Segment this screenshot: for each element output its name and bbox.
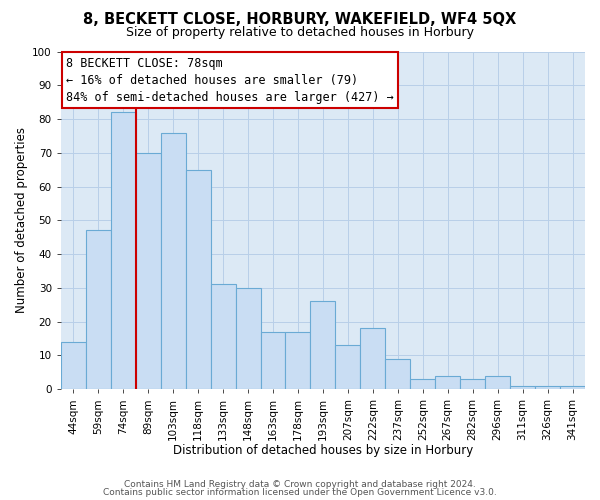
Bar [560, 386, 585, 389]
Bar [236, 288, 260, 389]
Bar [260, 332, 286, 389]
Text: 8 BECKETT CLOSE: 78sqm
← 16% of detached houses are smaller (79)
84% of semi-det: 8 BECKETT CLOSE: 78sqm ← 16% of detached… [66, 56, 394, 104]
Bar [136, 153, 161, 389]
Bar [435, 376, 460, 389]
Bar [510, 386, 535, 389]
Text: Contains public sector information licensed under the Open Government Licence v3: Contains public sector information licen… [103, 488, 497, 497]
Y-axis label: Number of detached properties: Number of detached properties [15, 128, 28, 314]
Bar [535, 386, 560, 389]
Bar [485, 376, 510, 389]
Bar [161, 132, 185, 389]
Bar [361, 328, 385, 389]
Bar [310, 302, 335, 389]
X-axis label: Distribution of detached houses by size in Horbury: Distribution of detached houses by size … [173, 444, 473, 458]
Bar [460, 379, 485, 389]
Bar [335, 346, 361, 389]
Bar [185, 170, 211, 389]
Text: Contains HM Land Registry data © Crown copyright and database right 2024.: Contains HM Land Registry data © Crown c… [124, 480, 476, 489]
Bar [286, 332, 310, 389]
Text: 8, BECKETT CLOSE, HORBURY, WAKEFIELD, WF4 5QX: 8, BECKETT CLOSE, HORBURY, WAKEFIELD, WF… [83, 12, 517, 28]
Bar [61, 342, 86, 389]
Bar [410, 379, 435, 389]
Bar [385, 359, 410, 389]
Bar [86, 230, 111, 389]
Bar [211, 284, 236, 389]
Bar [111, 112, 136, 389]
Text: Size of property relative to detached houses in Horbury: Size of property relative to detached ho… [126, 26, 474, 39]
